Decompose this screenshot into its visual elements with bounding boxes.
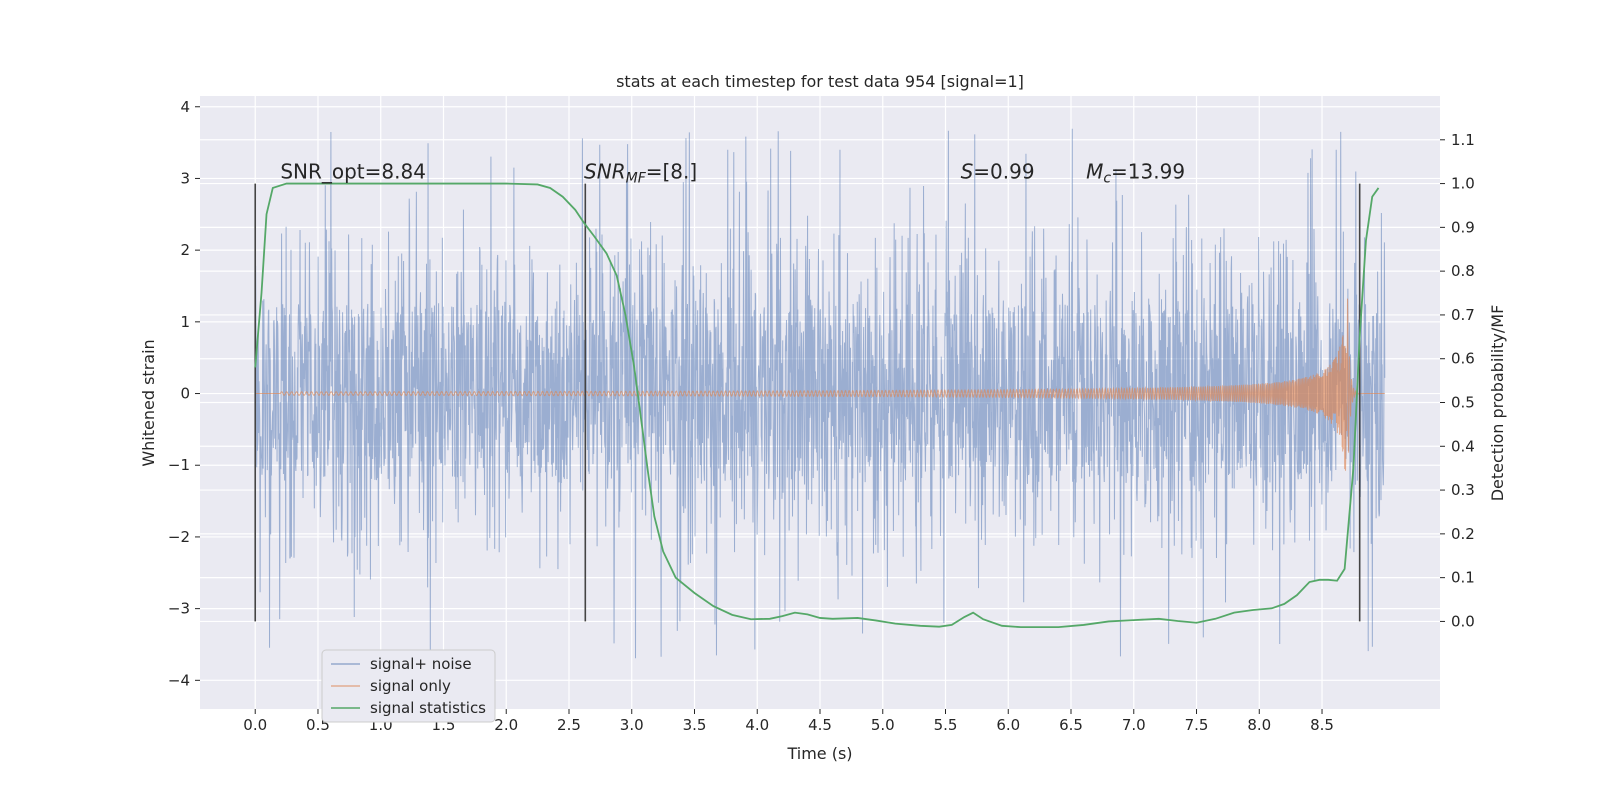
y-axis-left-label: Whitened strain xyxy=(139,339,158,466)
y-right-tick-label: 0.3 xyxy=(1451,481,1475,499)
legend-label-signal-statistics: signal statistics xyxy=(370,699,486,717)
y-left-tick-label: −1 xyxy=(168,456,190,474)
legend-label-signal-plus-noise: signal+ noise xyxy=(370,655,472,673)
y-right-tick-label: 0.8 xyxy=(1451,262,1475,280)
series-signal-plus-noise xyxy=(254,128,1386,659)
annotations: SNR_opt=8.84 SNRMF=[8.] S=0.99 Mc=13.99 xyxy=(280,159,1185,186)
y-right-tick-label: 0.1 xyxy=(1451,569,1475,587)
series-signal-only xyxy=(255,298,1385,471)
x-tick-label: 3.0 xyxy=(620,716,644,734)
y-axis-right-ticks: 1.1 1.0 0.9 0.8 0.7 0.6 0.5 0.4 0.3 0.2 0.1 0.0 xyxy=(1440,131,1475,630)
vertical-markers xyxy=(254,183,1361,622)
y-left-tick-label: 2 xyxy=(180,241,190,259)
y-right-tick-label: 1.0 xyxy=(1451,175,1475,193)
y-left-tick-label: 0 xyxy=(180,385,190,403)
x-tick-label: 4.5 xyxy=(808,716,832,734)
series-signal-statistics xyxy=(254,182,1380,629)
x-tick-label: 3.5 xyxy=(683,716,707,734)
legend-box xyxy=(321,649,496,723)
x-tick-label: 6.0 xyxy=(996,716,1020,734)
x-tick-label: 4.0 xyxy=(745,716,769,734)
legend: signal+ noise signal only signal statist… xyxy=(321,649,496,723)
x-tick-label: 5.5 xyxy=(934,716,958,734)
signal-statistics-line xyxy=(254,182,1380,629)
x-tick-label: 7.5 xyxy=(1185,716,1209,734)
x-tick-label: 7.0 xyxy=(1122,716,1146,734)
y-right-tick-label: 0.9 xyxy=(1451,218,1475,236)
y-right-tick-label: 1.1 xyxy=(1451,131,1475,149)
y-left-tick-label: 3 xyxy=(180,169,190,187)
legend-label-signal-only: signal only xyxy=(370,677,451,695)
signal-plus-noise-line xyxy=(254,128,1386,659)
chart-title: stats at each timestep for test data 954… xyxy=(616,72,1024,91)
y-right-tick-label: 0.7 xyxy=(1451,306,1475,324)
y-left-tick-label: 4 xyxy=(180,98,190,116)
x-tick-label: 2.0 xyxy=(494,716,518,734)
y-axis-left-ticks: 4 3 2 1 0 −1 −2 −3 −4 xyxy=(168,98,200,689)
annotation-text: SNRMF=[8.] xyxy=(584,159,697,186)
x-tick-label: 8.0 xyxy=(1247,716,1271,734)
x-tick-label: 0.0 xyxy=(243,716,267,734)
y-right-tick-label: 0.5 xyxy=(1451,394,1475,412)
y-left-tick-label: −3 xyxy=(168,600,190,618)
x-axis-ticks: 0.0 0.5 1.0 1.5 2.0 2.5 3.0 3.5 4.0 4.5 5.0 5.5 6.0 6… xyxy=(243,709,1334,734)
annotation-text: Mc=13.99 xyxy=(1086,159,1185,186)
annotation-text: S=0.99 xyxy=(961,159,1035,183)
y-left-tick-label: −4 xyxy=(168,671,190,689)
y-left-tick-label: 1 xyxy=(180,313,190,331)
x-tick-label: 8.5 xyxy=(1310,716,1334,734)
y-right-tick-label: 0.6 xyxy=(1451,350,1475,368)
x-tick-label: 2.5 xyxy=(557,716,581,734)
y-right-tick-label: 0.4 xyxy=(1451,437,1475,455)
x-tick-label: 6.5 xyxy=(1059,716,1083,734)
y-left-tick-label: −2 xyxy=(168,528,190,546)
x-axis-label: Time (s) xyxy=(786,744,852,763)
x-tick-label: 5.0 xyxy=(871,716,895,734)
annotation-text: SNR_opt=8.84 xyxy=(280,159,426,183)
y-axis-right-label: Detection probability/MF xyxy=(1488,305,1507,502)
y-right-tick-label: 0.2 xyxy=(1451,525,1475,543)
signal-only-line xyxy=(255,298,1385,471)
y-right-tick-label: 0.0 xyxy=(1451,612,1475,630)
